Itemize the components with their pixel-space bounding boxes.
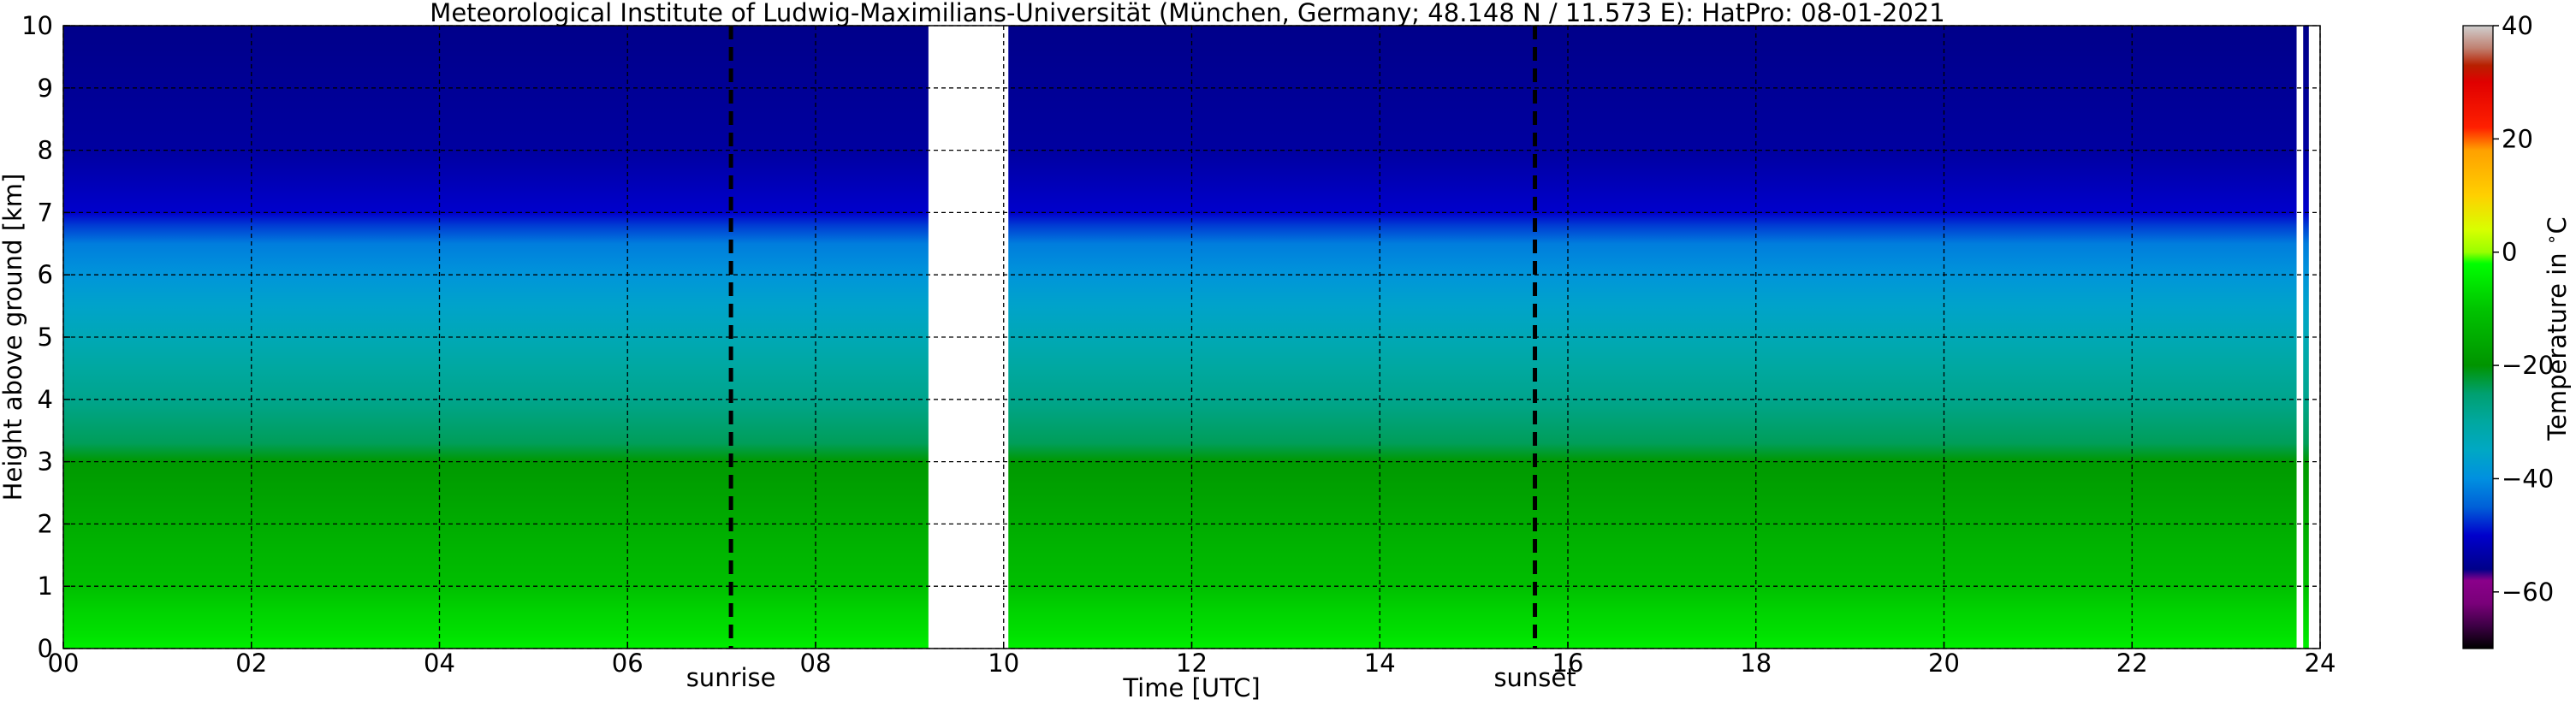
x-tick-label: 08 xyxy=(800,649,832,678)
colorbar-label: Temperature in ∘C xyxy=(2541,216,2572,441)
colorbar: 40 20 0 −20 −40 −60 Temperature in ∘C xyxy=(2462,11,2572,649)
x-tick-label: 10 xyxy=(988,649,1019,678)
y-tick-label: 5 xyxy=(38,323,53,352)
y-tick-label: 1 xyxy=(38,572,53,601)
x-tick-label: 02 xyxy=(235,649,267,678)
y-axis-label: Height above ground [km] xyxy=(0,174,27,501)
x-tick-label: 20 xyxy=(1928,649,1960,678)
x-tick-label: 22 xyxy=(2116,649,2148,678)
x-tick-label: 06 xyxy=(612,649,644,678)
colorbar-tick-label: −20 xyxy=(2502,351,2554,380)
x-tick-label: 12 xyxy=(1176,649,1208,678)
x-tick-label: 16 xyxy=(1552,649,1584,678)
x-tick-label: 14 xyxy=(1364,649,1396,678)
colorbar-tick-label: −40 xyxy=(2502,464,2554,493)
chart-title: Meteorological Institute of Ludwig-Maxim… xyxy=(430,0,1944,27)
y-tick-label: 8 xyxy=(38,136,53,165)
y-tick-label: 7 xyxy=(38,198,53,227)
colorbar-tick-label: −60 xyxy=(2502,578,2554,607)
sunrise-label: sunrise xyxy=(686,663,776,692)
y-tick-label: 2 xyxy=(38,509,53,538)
colorbar-scale xyxy=(2462,25,2494,649)
y-tick-label: 9 xyxy=(38,74,53,103)
sunset-label: sunset xyxy=(1493,663,1576,692)
colorbar-tick-label: 0 xyxy=(2502,238,2517,267)
x-axis-label: Time [UTC] xyxy=(1122,673,1260,702)
y-tick-label: 3 xyxy=(38,447,53,477)
x-tick-label: 04 xyxy=(424,649,455,678)
y-tick-label: 6 xyxy=(38,260,53,289)
plot-area xyxy=(62,25,2321,649)
x-tick-label: 18 xyxy=(1740,649,1772,678)
colorbar-tick-label: 20 xyxy=(2502,124,2533,153)
x-tick-label: 24 xyxy=(2305,649,2336,678)
y-tick-label: 4 xyxy=(38,385,53,414)
colorbar-tick-label: 40 xyxy=(2502,11,2533,40)
x-tick-label: 00 xyxy=(48,649,80,678)
y-tick-label: 0 xyxy=(38,634,53,663)
y-tick-label: 10 xyxy=(21,11,53,40)
